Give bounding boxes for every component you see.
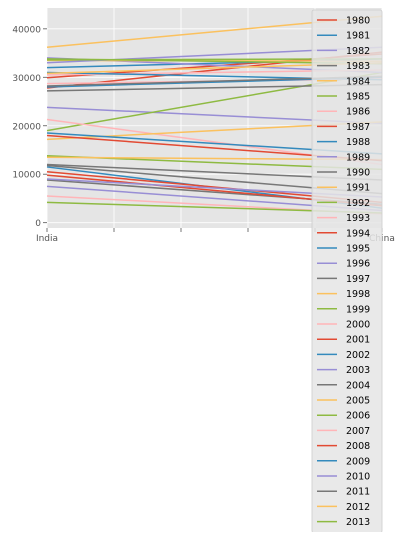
- legend-label: 1986: [346, 107, 370, 118]
- legend-label: 2010: [346, 472, 370, 483]
- legend-label: 1980: [346, 16, 370, 27]
- legend-label: 1983: [346, 61, 370, 72]
- legend-label: 2006: [346, 411, 370, 422]
- legend-label: 1989: [346, 152, 370, 163]
- legend-label: 2003: [346, 365, 370, 376]
- legend-label: 1985: [346, 92, 370, 103]
- y-tick-label: 20000: [12, 122, 41, 132]
- legend-label: 1990: [346, 168, 370, 179]
- legend-label: 2007: [346, 426, 370, 437]
- y-axis: 0 10000 20000 30000 40000: [12, 25, 47, 229]
- legend-label: 1981: [346, 31, 370, 42]
- legend-label: 2004: [346, 380, 370, 391]
- y-tick-label: 10000: [12, 171, 41, 181]
- legend-box: [311, 9, 383, 534]
- legend-label: 1982: [346, 46, 370, 57]
- legend-label: 2011: [346, 487, 370, 498]
- legend-label: 2001: [346, 335, 370, 346]
- legend-label: 2002: [346, 350, 370, 361]
- legend-label: 1993: [346, 213, 370, 224]
- legend-label: 1984: [346, 76, 370, 87]
- y-tick-label: 30000: [12, 74, 41, 84]
- legend-label: 2012: [346, 502, 370, 513]
- legend-label: 1999: [346, 304, 370, 315]
- x-tick-label: India: [36, 234, 58, 244]
- legend-label: 1987: [346, 122, 370, 133]
- legend-label: 1992: [346, 198, 370, 209]
- y-tick-label: 40000: [12, 25, 41, 35]
- legend-label: 1996: [346, 259, 370, 270]
- legend-label: 2008: [346, 441, 370, 452]
- legend-label: 1997: [346, 274, 370, 285]
- legend-label: 2009: [346, 456, 370, 467]
- legend-label: 1994: [346, 228, 370, 239]
- legend-label: 1988: [346, 137, 370, 148]
- legend-label: 1991: [346, 183, 370, 194]
- y-tick-label: 0: [35, 219, 41, 229]
- legend-label: 1998: [346, 289, 370, 300]
- legend-label: 2000: [346, 320, 370, 331]
- legend-label: 2013: [346, 517, 370, 528]
- legend: 1980 1981 1982 1983 1984 1985 1986 1987 1988 1989…: [311, 9, 383, 534]
- legend-label: 1995: [346, 244, 370, 255]
- legend-label: 2005: [346, 396, 370, 407]
